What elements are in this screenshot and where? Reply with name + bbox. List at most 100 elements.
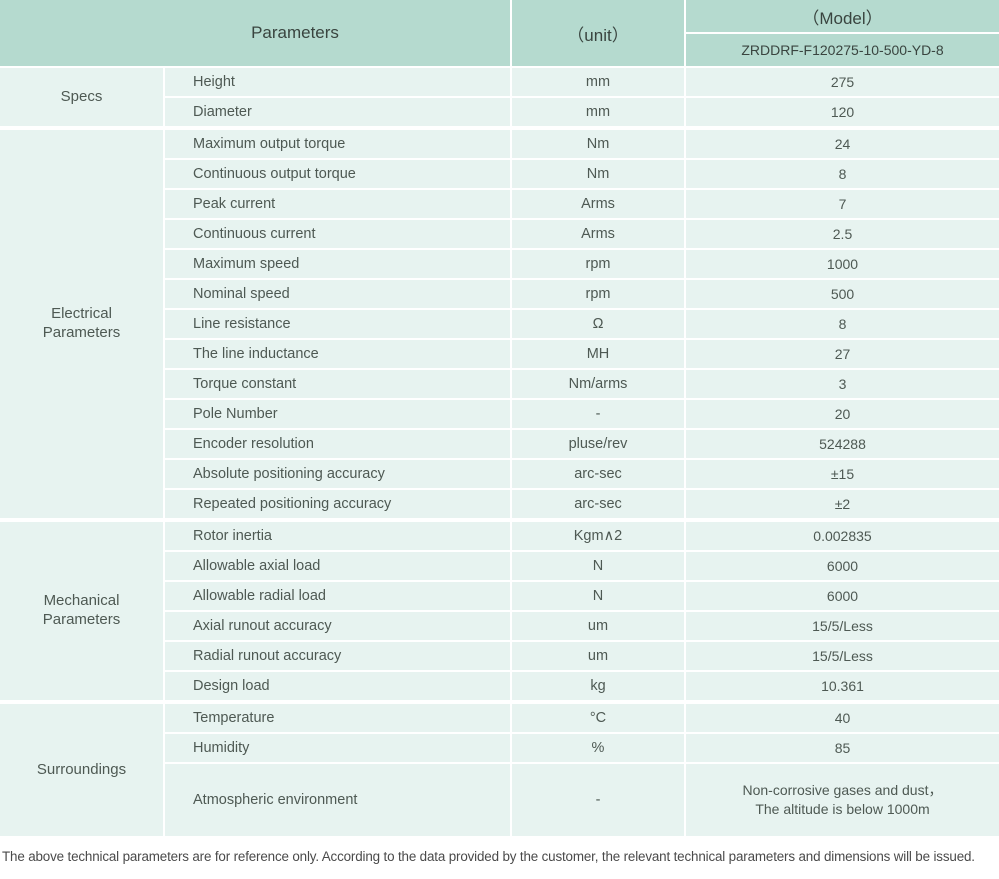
unit-cell: °C	[512, 704, 684, 732]
unit-cell: Arms	[512, 190, 684, 218]
table-row: Diameter mm 120	[165, 98, 999, 126]
parameter-name-cell: Height	[165, 68, 510, 96]
table-row: Axial runout accuracy um 15/5/Less	[165, 612, 999, 640]
parameter-name-cell: Continuous current	[165, 220, 510, 248]
parameter-name-cell: Continuous output torque	[165, 160, 510, 188]
value-cell: 524288	[686, 430, 999, 458]
parameter-name-cell: Temperature	[165, 704, 510, 732]
value-cell: 1000	[686, 250, 999, 278]
table-row: Rotor inertia Kgm∧2 0.002835	[165, 522, 999, 550]
unit-cell: Nm/arms	[512, 370, 684, 398]
parameter-group: Electrical Parameters Maximum output tor…	[0, 130, 999, 518]
value-cell: 8	[686, 310, 999, 338]
table-row: Peak current Arms 7	[165, 190, 999, 218]
unit-cell: -	[512, 764, 684, 836]
parameter-name-cell: Encoder resolution	[165, 430, 510, 458]
value-cell: 120	[686, 98, 999, 126]
value-cell: 6000	[686, 582, 999, 610]
group-label: Electrical Parameters	[0, 130, 163, 518]
parameter-name-cell: Line resistance	[165, 310, 510, 338]
unit-cell: N	[512, 582, 684, 610]
unit-cell: %	[512, 734, 684, 762]
unit-cell: MH	[512, 340, 684, 368]
value-cell: 0.002835	[686, 522, 999, 550]
group-label: Mechanical Parameters	[0, 522, 163, 700]
table-row: Allowable axial load N 6000	[165, 552, 999, 580]
footer-note: The above technical parameters are for r…	[2, 849, 975, 864]
parameter-name-cell: Maximum speed	[165, 250, 510, 278]
unit-cell: arc-sec	[512, 490, 684, 518]
unit-cell: um	[512, 642, 684, 670]
parameter-name-cell: Rotor inertia	[165, 522, 510, 550]
parameter-name-cell: Design load	[165, 672, 510, 700]
group-label-text: Surroundings	[36, 760, 127, 778]
value-cell: 6000	[686, 552, 999, 580]
unit-cell: pluse/rev	[512, 430, 684, 458]
parameter-name-cell: Nominal speed	[165, 280, 510, 308]
value-cell: 2.5	[686, 220, 999, 248]
parameter-name-cell: Allowable axial load	[165, 552, 510, 580]
unit-cell: Nm	[512, 130, 684, 158]
table-row: Encoder resolution pluse/rev 524288	[165, 430, 999, 458]
parameter-name-cell: Repeated positioning accuracy	[165, 490, 510, 518]
parameter-name-cell: Diameter	[165, 98, 510, 126]
group-rows: Temperature °C 40 Humidity % 85 Atmosphe…	[165, 704, 999, 836]
value-cell: 500	[686, 280, 999, 308]
value-cell: ±2	[686, 490, 999, 518]
group-rows: Maximum output torque Nm 24 Continuous o…	[165, 130, 999, 518]
unit-cell: Nm	[512, 160, 684, 188]
parameter-group: Mechanical Parameters Rotor inertia Kgm∧…	[0, 522, 999, 700]
unit-cell: Ω	[512, 310, 684, 338]
value-cell: 40	[686, 704, 999, 732]
value-cell: 10.361	[686, 672, 999, 700]
table-row: Allowable radial load N 6000	[165, 582, 999, 610]
table-header-row: Parameters （unit） （Model） ZRDDRF-F120275…	[0, 0, 999, 66]
value-cell: 3	[686, 370, 999, 398]
unit-cell: rpm	[512, 280, 684, 308]
header-model-label: （Model）	[686, 0, 999, 32]
group-label-text: Electrical Parameters	[42, 305, 121, 341]
unit-cell: um	[512, 612, 684, 640]
unit-cell: kg	[512, 672, 684, 700]
unit-cell: Kgm∧2	[512, 522, 684, 550]
header-parameters-cell: Parameters	[0, 0, 510, 66]
table-row: Continuous current Arms 2.5	[165, 220, 999, 248]
parameter-name-cell: Radial runout accuracy	[165, 642, 510, 670]
table-row: Height mm 275	[165, 68, 999, 96]
table-row: Design load kg 10.361	[165, 672, 999, 700]
value-cell: 27	[686, 340, 999, 368]
group-label-text: Specs	[60, 87, 103, 105]
header-model-cell: （Model） ZRDDRF-F120275-10-500-YD-8	[686, 0, 999, 66]
group-label: Specs	[0, 68, 163, 126]
table-row: Repeated positioning accuracy arc-sec ±2	[165, 490, 999, 518]
unit-cell: mm	[512, 68, 684, 96]
parameter-name-cell: Maximum output torque	[165, 130, 510, 158]
table-row: Torque constant Nm/arms 3	[165, 370, 999, 398]
parameter-name-cell: Torque constant	[165, 370, 510, 398]
table-row: Atmospheric environment - Non-corrosive …	[165, 764, 999, 836]
unit-cell: rpm	[512, 250, 684, 278]
table-row: Line resistance Ω 8	[165, 310, 999, 338]
group-label: Surroundings	[0, 704, 163, 836]
value-cell: 8	[686, 160, 999, 188]
value-cell: 7	[686, 190, 999, 218]
header-unit-cell: （unit）	[512, 0, 684, 66]
parameter-name-cell: Pole Number	[165, 400, 510, 428]
value-cell: 275	[686, 68, 999, 96]
table-row: Pole Number - 20	[165, 400, 999, 428]
unit-cell: mm	[512, 98, 684, 126]
parameter-group: Specs Height mm 275 Diameter mm 120	[0, 68, 999, 126]
header-model-number: ZRDDRF-F120275-10-500-YD-8	[686, 34, 999, 66]
parameter-name-cell: Humidity	[165, 734, 510, 762]
parameter-name-cell: Allowable radial load	[165, 582, 510, 610]
parameter-group: Surroundings Temperature °C 40 Humidity …	[0, 704, 999, 836]
parameter-name-cell: Absolute positioning accuracy	[165, 460, 510, 488]
value-cell: 20	[686, 400, 999, 428]
parameter-name-cell: Peak current	[165, 190, 510, 218]
unit-cell: N	[512, 552, 684, 580]
table-row: Temperature °C 40	[165, 704, 999, 732]
table-body: Specs Height mm 275 Diameter mm 120 Elec…	[0, 68, 999, 836]
table-row: Absolute positioning accuracy arc-sec ±1…	[165, 460, 999, 488]
unit-cell: Arms	[512, 220, 684, 248]
